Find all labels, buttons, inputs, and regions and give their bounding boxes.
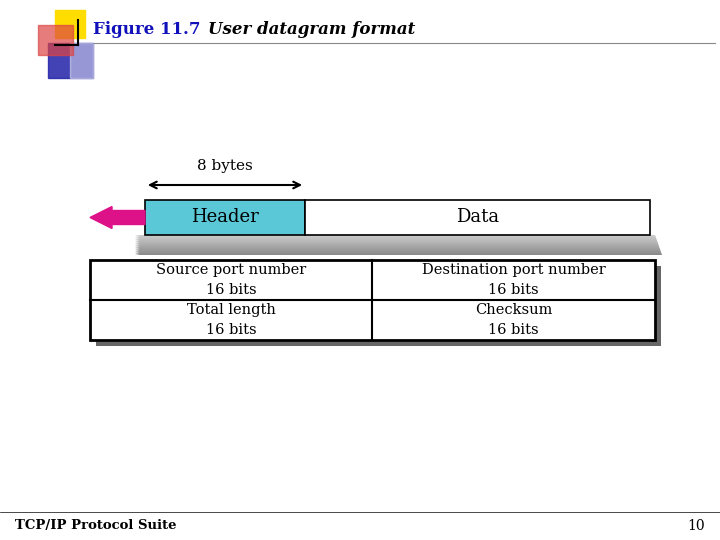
Bar <box>48 43 93 78</box>
Text: TCP/IP Protocol Suite: TCP/IP Protocol Suite <box>15 519 176 532</box>
Polygon shape <box>135 243 658 244</box>
Bar <box>145 200 305 235</box>
Text: Header: Header <box>191 208 259 226</box>
Polygon shape <box>135 249 660 251</box>
Text: Destination port number
16 bits: Destination port number 16 bits <box>422 262 606 298</box>
Polygon shape <box>135 246 660 247</box>
Bar <box>55 10 85 38</box>
Text: Data: Data <box>456 208 499 226</box>
Polygon shape <box>135 237 656 238</box>
Text: Total length
16 bits: Total length 16 bits <box>186 303 276 338</box>
Polygon shape <box>135 238 657 239</box>
Bar <box>38 25 73 55</box>
Bar <box>70 43 93 78</box>
Text: Checksum
16 bits: Checksum 16 bits <box>474 303 552 338</box>
FancyArrow shape <box>90 206 145 228</box>
Polygon shape <box>135 242 658 243</box>
Text: Source port number
16 bits: Source port number 16 bits <box>156 262 306 298</box>
Text: 8 bytes: 8 bytes <box>197 159 253 173</box>
Polygon shape <box>135 248 660 249</box>
Polygon shape <box>135 239 657 240</box>
Polygon shape <box>135 247 660 248</box>
Bar <box>305 200 650 235</box>
Bar <box>96 266 661 346</box>
Polygon shape <box>135 253 662 254</box>
Text: Figure 11.7: Figure 11.7 <box>93 21 200 37</box>
Polygon shape <box>135 252 661 253</box>
Polygon shape <box>135 241 657 242</box>
Text: 10: 10 <box>688 519 705 533</box>
Polygon shape <box>135 240 657 241</box>
Polygon shape <box>135 245 659 246</box>
Polygon shape <box>135 254 662 255</box>
Polygon shape <box>135 251 661 252</box>
Bar <box>90 260 655 340</box>
Polygon shape <box>135 235 655 237</box>
Text: User datagram format: User datagram format <box>185 21 415 37</box>
Polygon shape <box>135 244 659 245</box>
